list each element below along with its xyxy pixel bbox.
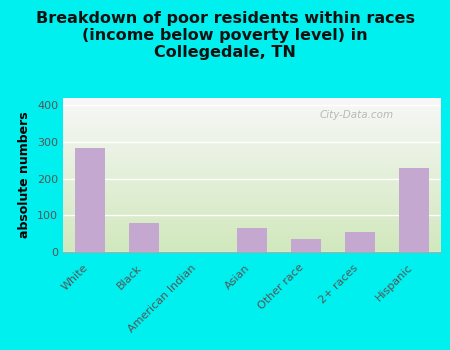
Text: Black: Black <box>116 262 144 291</box>
Text: Breakdown of poor residents within races
(income below poverty level) in
College: Breakdown of poor residents within races… <box>36 10 414 60</box>
Bar <box>291 239 321 252</box>
Bar <box>345 232 375 252</box>
Text: 2+ races: 2+ races <box>317 262 360 305</box>
Text: Other race: Other race <box>256 262 306 312</box>
Text: Asian: Asian <box>223 262 252 291</box>
Bar <box>129 223 159 252</box>
Bar <box>237 228 267 252</box>
Text: City-Data.com: City-Data.com <box>320 110 394 120</box>
Bar <box>75 147 105 252</box>
Text: Hispanic: Hispanic <box>374 262 414 303</box>
Text: American Indian: American Indian <box>126 262 198 334</box>
Y-axis label: absolute numbers: absolute numbers <box>18 112 32 238</box>
Text: White: White <box>60 262 90 293</box>
Bar <box>399 168 429 252</box>
